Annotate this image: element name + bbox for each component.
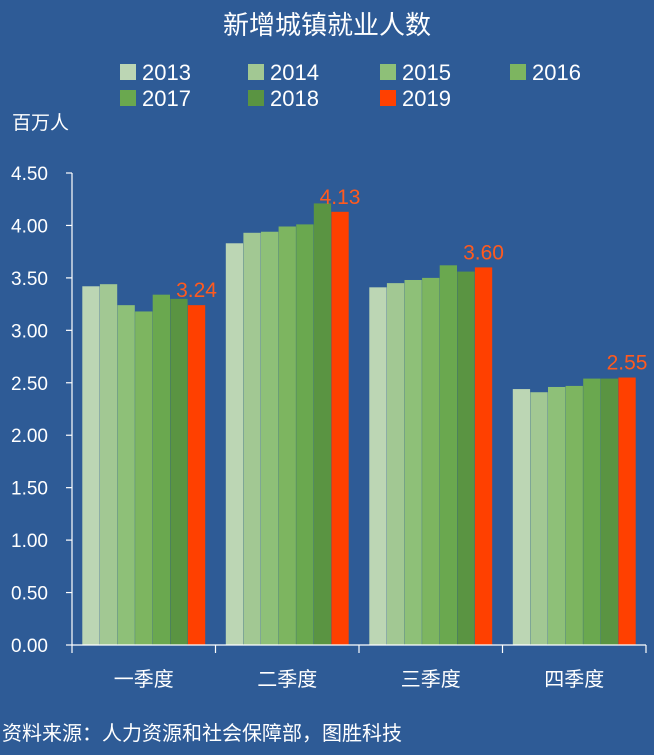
bar-2015 <box>404 279 422 645</box>
bar-2013 <box>225 243 244 645</box>
bar-2019 <box>187 305 206 645</box>
legend-label-2016: 2016 <box>532 60 581 85</box>
bar-2015 <box>548 386 566 645</box>
category-label: 三季度 <box>401 667 461 691</box>
legend-swatch-2017 <box>120 90 136 106</box>
legend-swatch-2013 <box>120 64 136 80</box>
bar-2018 <box>313 203 332 645</box>
bar-2015 <box>261 231 279 645</box>
bar-2016 <box>278 226 296 645</box>
legend-label-2013: 2013 <box>142 60 191 85</box>
y-tick-label: 1.00 <box>11 531 48 552</box>
bar-2017 <box>152 294 170 645</box>
source-note: 资料来源：人力资源和社会保障部，图胜科技 <box>2 721 402 745</box>
bar-2014 <box>99 284 118 645</box>
y-tick-label: 0.00 <box>11 636 48 657</box>
bar-2019 <box>331 211 349 645</box>
bar-2014 <box>530 392 548 645</box>
bar-2019 <box>474 267 493 645</box>
legend-swatch-2015 <box>380 64 396 80</box>
category-label: 一季度 <box>114 667 174 691</box>
data-label: 3.24 <box>176 279 217 302</box>
legend-label-2019: 2019 <box>402 86 451 111</box>
legend-label-2017: 2017 <box>142 86 191 111</box>
bar-2017 <box>583 378 601 645</box>
bar-2014 <box>243 232 261 645</box>
y-tick-label: 0.50 <box>11 584 48 605</box>
bar-2017 <box>296 224 314 645</box>
legend: 2013 2014 2015 2016 2017 2018 2019 <box>120 60 581 111</box>
category-label: 四季度 <box>544 667 604 691</box>
bar-2017 <box>439 265 457 645</box>
y-axis: 0.00 0.50 1.00 1.50 2.00 2.50 3.00 3.50 4.00 4.50 <box>11 164 73 657</box>
legend-swatch-2016 <box>510 64 526 80</box>
y-tick-label: 2.50 <box>11 374 48 395</box>
bar-2016 <box>422 277 440 645</box>
legend-swatch-2018 <box>248 90 264 106</box>
legend-swatch-2014 <box>248 64 264 80</box>
legend-label-2014: 2014 <box>270 60 319 85</box>
bar-2018 <box>457 271 475 645</box>
y-tick-label: 3.00 <box>11 321 48 342</box>
data-label: 4.13 <box>320 186 361 209</box>
bar-2016 <box>565 385 583 645</box>
y-tick-label: 3.50 <box>11 269 48 290</box>
y-tick-label: 4.00 <box>11 216 48 237</box>
y-tick-label: 2.00 <box>11 426 48 447</box>
bar-2018 <box>170 298 188 645</box>
bar-2013 <box>82 286 100 645</box>
y-axis-unit: 百万人 <box>12 112 69 134</box>
x-axis: 一季度 二季度 三季度 四季度 <box>71 644 647 691</box>
bar-2013 <box>512 389 531 645</box>
y-tick-label: 4.50 <box>11 164 48 185</box>
bar-2016 <box>135 311 153 645</box>
bar-2014 <box>386 283 405 645</box>
y-tick-label: 1.50 <box>11 479 48 500</box>
legend-swatch-2019 <box>380 90 396 106</box>
bar-2015 <box>117 305 135 645</box>
bar-2018 <box>600 378 619 645</box>
legend-label-2015: 2015 <box>402 60 451 85</box>
category-label: 二季度 <box>257 667 317 691</box>
bar-2013 <box>369 287 387 645</box>
bar-2019 <box>618 377 636 645</box>
chart-title: 新增城镇就业人数 <box>223 11 431 41</box>
data-label: 3.60 <box>463 241 504 264</box>
plot-area: 3.24 4.13 3.60 2.55 <box>82 186 647 645</box>
data-label: 2.55 <box>607 352 648 375</box>
legend-label-2018: 2018 <box>270 86 319 111</box>
